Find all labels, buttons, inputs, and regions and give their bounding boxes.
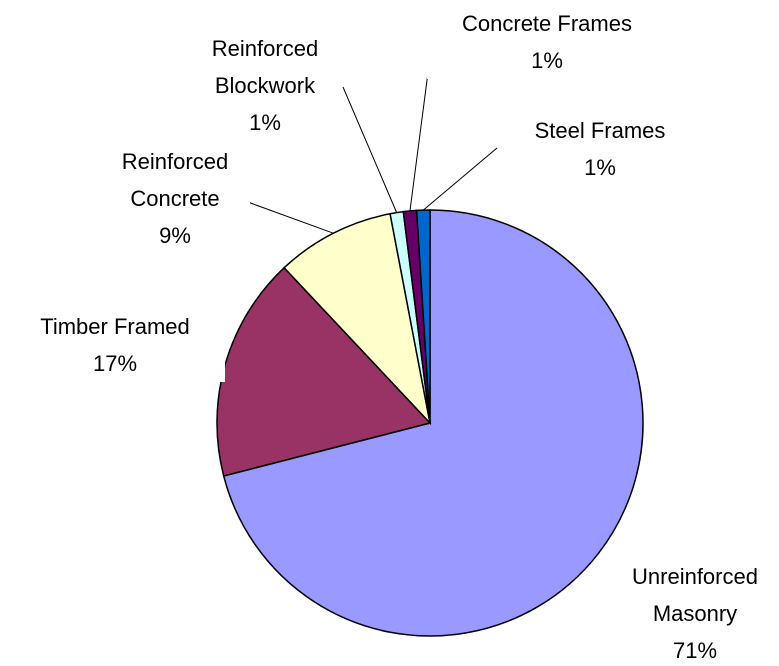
slice-label: Concrete Frames 1% — [427, 5, 667, 79]
value-label: 17% — [92, 351, 138, 376]
category-name: Reinforced Concrete — [121, 149, 229, 211]
slice-label: Unreinforced Masonry 71% — [610, 558, 779, 666]
category-name: Unreinforced Masonry — [632, 564, 758, 626]
pie-slice — [222, 209, 644, 637]
slice-label: Reinforced Blockwork 1% — [190, 30, 340, 141]
slice-label: Reinforced Concrete 9% — [100, 143, 250, 254]
category-name: Concrete Frames — [462, 11, 632, 36]
value-label: 71% — [672, 638, 718, 663]
leader-line — [342, 86, 398, 213]
category-name: Reinforced Blockwork — [211, 36, 319, 98]
value-label: 1% — [249, 110, 281, 135]
value-label: 1% — [531, 48, 563, 73]
category-name: Timber Framed — [40, 314, 190, 339]
leader-line — [244, 200, 334, 234]
value-label: 1% — [584, 155, 616, 180]
category-name: Steel Frames — [534, 118, 666, 143]
slice-label: Steel Frames 1% — [510, 112, 690, 186]
leader-line — [422, 147, 498, 211]
pie-slice — [216, 266, 432, 477]
slice-label: Timber Framed 17% — [5, 308, 225, 382]
value-label: 9% — [159, 223, 191, 248]
